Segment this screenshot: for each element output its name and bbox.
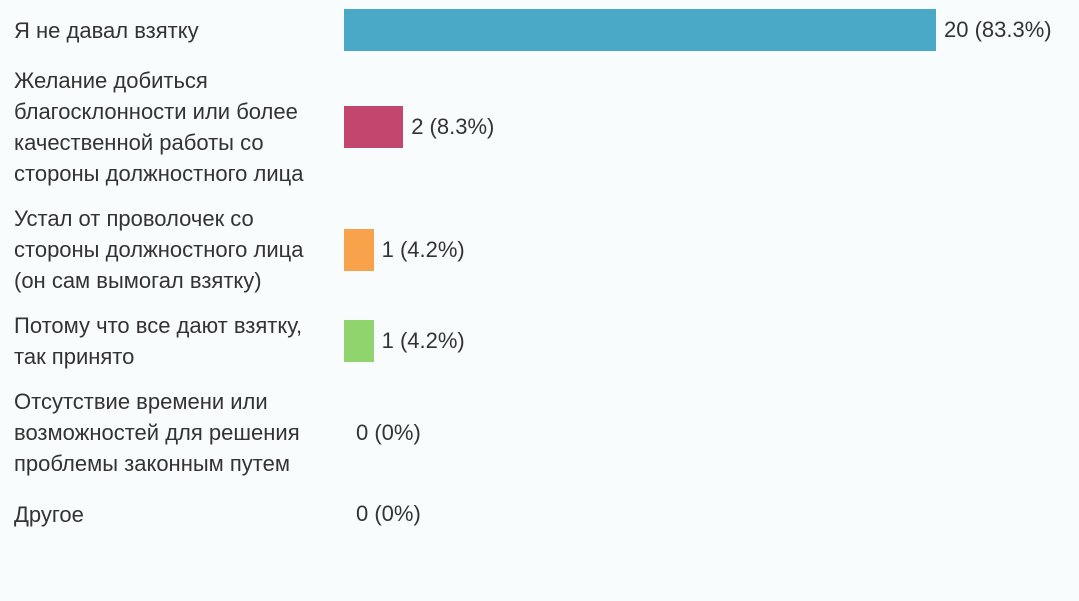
value-label: 1 (4.2%): [381, 328, 465, 353]
bar: [344, 320, 374, 362]
bar-row: Другое 0 (0%): [0, 493, 1079, 535]
bar: [344, 9, 936, 51]
value-label: 2 (8.3%): [411, 114, 495, 139]
value-label: 20 (83.3%): [944, 17, 1052, 42]
bar-row: Отсутствие времени или возможностей для …: [0, 386, 1079, 479]
bar-row: Я не давал взятку 20 (83.3%): [0, 9, 1079, 51]
category-label: Желание добиться благосклонности или бол…: [14, 68, 304, 186]
bar-row: Устал от проволочек со стороны должностн…: [0, 203, 1079, 296]
category-label: Потому что все дают взятку, так принято: [14, 313, 303, 369]
category-label: Отсутствие времени или возможностей для …: [14, 389, 300, 476]
bar: [344, 228, 374, 271]
category-label: Устал от проволочек со стороны должностн…: [14, 206, 304, 293]
category-label: Я не давал взятку: [14, 17, 199, 43]
bar: [344, 106, 404, 148]
value-label: 0 (0%): [356, 419, 421, 445]
value-label: 1 (4.2%): [381, 236, 465, 262]
category-label: Другое: [14, 501, 84, 527]
bar-row: Потому что все дают взятку, так принято 1…: [0, 310, 1079, 372]
bar-row: Желание добиться благосклонности или бол…: [0, 65, 1079, 189]
value-label: 0 (0%): [356, 501, 421, 526]
